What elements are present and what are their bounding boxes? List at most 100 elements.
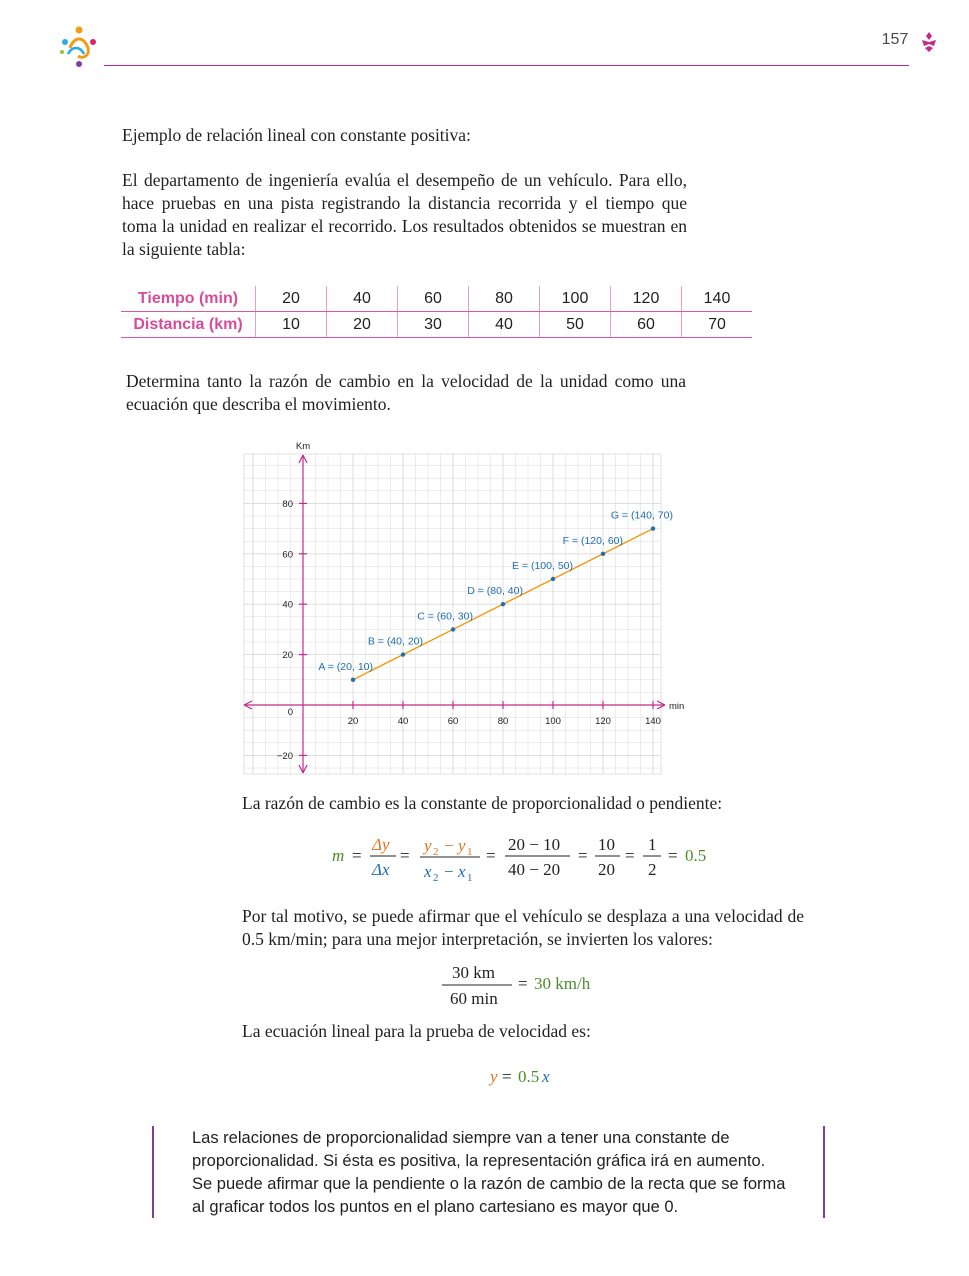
data-point	[400, 652, 406, 657]
minus-sign: −	[444, 862, 454, 881]
data-point-label: B = (40, 20)	[368, 636, 423, 648]
equation-coefficient: 0.5	[518, 1067, 539, 1086]
page-number: 157	[881, 31, 909, 48]
speed-denominator: 60 min	[450, 989, 498, 1008]
data-point	[550, 576, 556, 582]
x-tick-label: 100	[545, 716, 561, 727]
x1-subscript: 1	[467, 872, 473, 884]
x-axis-arrow	[656, 700, 666, 710]
x2-term: x	[423, 862, 432, 881]
example-heading: Ejemplo de relación lineal con constante…	[122, 125, 471, 145]
x-tick-label: 20	[348, 716, 359, 727]
fraction-denominator: 20	[598, 860, 615, 879]
y-axis-arrow-bottom	[298, 764, 308, 774]
data-point-label: D = (80, 40)	[467, 585, 523, 597]
x-tick-label: 120	[595, 716, 611, 727]
equals-sign: =	[486, 846, 496, 865]
data-point	[350, 677, 356, 682]
x-tick-label: 80	[498, 716, 509, 727]
table-cell: 70	[681, 311, 752, 338]
equals-sign: =	[578, 846, 588, 865]
slope-formula: m = Δy Δx = y 2 − y 1 x 2 − x 1 = 20 − 1…	[332, 835, 706, 884]
fraction-numerator: 1	[648, 835, 657, 854]
data-table: Tiempo (min) 20 40 60 80 100 120 140 Dis…	[121, 285, 752, 338]
speed-result: 30 km/h	[534, 974, 591, 993]
table-cell: 20	[326, 311, 398, 338]
row-header-time: Tiempo (min)	[121, 285, 256, 312]
y-tick-label: 40	[282, 600, 293, 611]
x-tick-label: 40	[398, 716, 409, 727]
intro-paragraph: El departamento de ingeniería evalúa el …	[122, 170, 687, 259]
y1-term: y	[456, 836, 466, 855]
y-tick-label: 20	[282, 650, 293, 661]
data-point-label: G = (140, 70)	[611, 510, 673, 522]
x-axis-arrow-left	[243, 700, 253, 710]
y-axis-arrow	[298, 454, 308, 464]
y-axis-label: Km	[296, 441, 310, 452]
table-cell: 60	[397, 285, 469, 312]
x-axis-label: min	[669, 701, 684, 712]
data-point-label: C = (60, 30)	[417, 610, 473, 622]
data-point	[500, 602, 506, 607]
table-row: Distancia (km) 10 20 30 40 50 60 70	[121, 311, 752, 338]
row-header-distance: Distancia (km)	[121, 311, 256, 338]
flower-ornament-icon	[922, 32, 936, 52]
minus-sign: −	[444, 836, 454, 855]
x1-term: x	[457, 862, 466, 881]
table-cell: 10	[255, 311, 327, 338]
fraction-denominator: 40 − 20	[508, 860, 560, 879]
equation-x: x	[541, 1067, 550, 1086]
delta-x: Δx	[371, 860, 390, 879]
slope-result: 0.5	[685, 846, 706, 865]
table-cell: 40	[326, 285, 398, 312]
table-cell: 140	[681, 285, 752, 312]
fraction-denominator: 2	[648, 860, 657, 879]
x-tick-label: 140	[645, 716, 661, 727]
data-point	[600, 551, 606, 556]
delta-y: Δy	[371, 835, 390, 854]
book-logo-icon	[60, 26, 96, 67]
y-tick-label: 60	[282, 549, 293, 560]
equals-sign: =	[400, 846, 410, 865]
y2-subscript: 2	[433, 846, 439, 858]
linear-chart: 20 40 60 80 100 120 140 80 60 40 20 0 −20 Km min A = (2…	[243, 441, 684, 775]
x2-subscript: 2	[433, 872, 439, 884]
data-point	[450, 627, 456, 632]
y1-subscript: 1	[467, 846, 473, 858]
table-cell: 20	[255, 285, 327, 312]
equation-y: y	[488, 1067, 498, 1086]
table-cell: 30	[397, 311, 469, 338]
note-paragraph: Las relaciones de proporcionalidad siemp…	[192, 1129, 786, 1216]
fraction-numerator: 20 − 10	[508, 835, 560, 854]
rate-paragraph: La razón de cambio es la constante de pr…	[242, 793, 723, 813]
speed-conversion-formula: 30 km 60 min = 30 km/h	[442, 963, 591, 1008]
y-tick-label: 0	[288, 707, 293, 718]
table-cell: 50	[539, 311, 611, 338]
note-border-right	[823, 1126, 825, 1218]
y-tick-label: −20	[277, 751, 293, 762]
table-cell: 40	[468, 311, 540, 338]
speed-paragraph: Por tal motivo, se puede afirmar que el …	[242, 906, 804, 949]
fraction-numerator: 10	[598, 835, 615, 854]
plot-border	[243, 453, 662, 775]
speed-numerator: 30 km	[452, 963, 495, 982]
table-row: Tiempo (min) 20 40 60 80 100 120 140	[121, 285, 752, 312]
equals-sign: =	[668, 846, 678, 865]
slope-symbol: m	[332, 846, 344, 865]
header-rule	[104, 65, 909, 66]
linear-equation: y = 0.5 x	[488, 1067, 550, 1086]
data-point-label: A = (20, 10)	[318, 661, 373, 673]
table-cell: 60	[610, 311, 682, 338]
table-cell: 120	[610, 285, 682, 312]
note-border-left	[152, 1126, 154, 1218]
table-cell: 80	[468, 285, 540, 312]
data-point-label: E = (100, 50)	[512, 560, 573, 572]
equation-paragraph: La ecuación lineal para la prueba de vel…	[242, 1021, 591, 1041]
data-point-label: F = (120, 60)	[563, 535, 623, 547]
equals-sign: =	[352, 846, 362, 865]
y2-term: y	[422, 836, 432, 855]
task-paragraph: Determina tanto la razón de cambio en la…	[126, 371, 686, 414]
equals-sign: =	[625, 846, 635, 865]
y-tick-label: 80	[282, 499, 293, 510]
table-cell: 100	[539, 285, 611, 312]
